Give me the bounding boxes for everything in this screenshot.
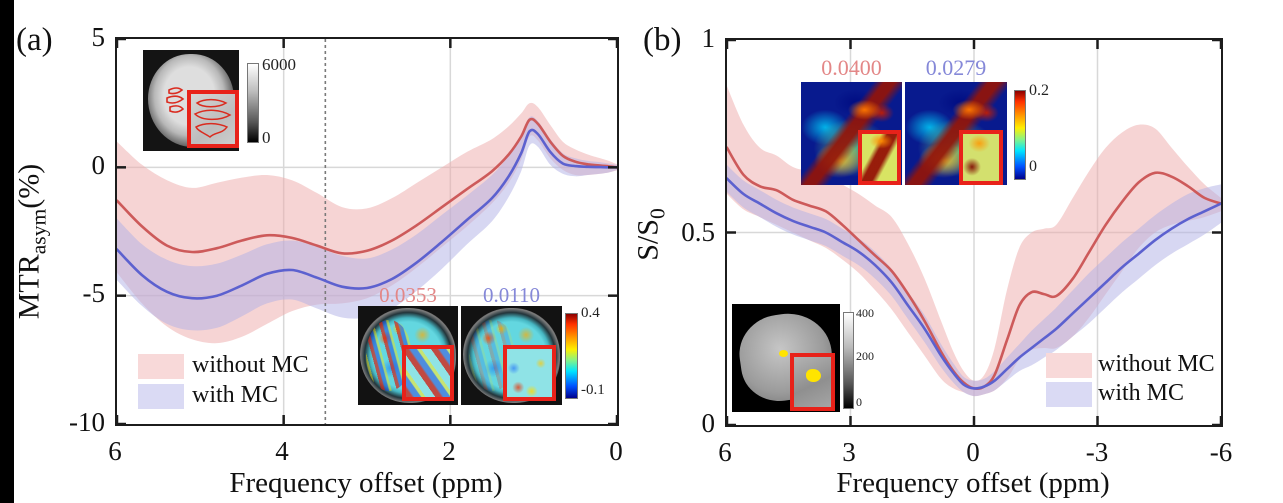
inset-b-roi-brain-image (732, 304, 840, 412)
panel-b-ytick-1: 1 (701, 23, 716, 53)
inset-b-map-colorbar (1014, 90, 1026, 180)
inset-b-roi-colorbar-mid: 200 (856, 349, 874, 363)
panel-a-xtick-0: 0 (609, 436, 623, 466)
panel-b-xtick-6: 6 (718, 437, 732, 467)
inset-a-roi-colorbar-min: 0 (262, 128, 271, 147)
roi-yellow-marker-zoom (806, 369, 821, 382)
inset-a-roi-colorbar (247, 63, 259, 143)
panel-b-xtick--3: -3 (1085, 437, 1109, 467)
legend-b-label-with-mc: with MC (1098, 380, 1185, 406)
panel-a-xtick-4: 4 (275, 436, 289, 466)
inset-a-map2-zoom-box (503, 345, 556, 401)
panel-b-xtick-0: 0 (966, 437, 980, 467)
panel-b-ytick-05: 0.5 (681, 217, 715, 247)
zoom-mild-speckle (507, 349, 552, 397)
panel-a-x-axis-title: Frequency offset (ppm) (229, 467, 503, 499)
roi-yellow-marker (779, 350, 788, 357)
inset-b-roi-colorbar-min: 0 (856, 395, 862, 409)
inset-a-value-with-mc: 0.0110 (483, 283, 540, 307)
panel-b-curves (725, 38, 1223, 427)
zoom-red-spot (963, 134, 999, 181)
left-black-strip (0, 0, 14, 503)
panel-b-ytick-0: 0 (701, 408, 716, 438)
inset-b-value-without-mc: 0.0400 (821, 55, 882, 80)
panel-b-label: (b) (643, 22, 682, 58)
legend-a-label-without-mc: without MC (192, 352, 309, 378)
inset-b-map-colorbar-min: 0 (1029, 158, 1037, 175)
legend-a-swatch-without-mc (138, 354, 184, 379)
inset-b-map-without-mc (801, 82, 902, 185)
inset-a-roi-colorbar-max: 6000 (262, 55, 296, 74)
panel-a-ytick--5: -5 (82, 278, 106, 308)
inset-b-roi-colorbar (843, 312, 854, 409)
legend-a-swatch-with-mc (138, 384, 184, 409)
panel-b-xtick-3: 3 (842, 437, 856, 467)
ylabel-a-main: MTR (12, 254, 46, 320)
inset-b-value-with-mc: 0.0279 (925, 55, 987, 80)
inset-b-map-colorbar-max: 0.2 (1029, 82, 1049, 99)
inset-a-value-without-mc: 0.0353 (379, 283, 437, 307)
legend-b-label-without-mc: without MC (1098, 351, 1215, 377)
inset-a-map-without-mc (358, 306, 458, 405)
inset-a-map-colorbar-min: -0.1 (581, 382, 605, 398)
panel-a-plot-area[interactable]: without MC with MC 6000 0 0.0353 0.0110 (115, 37, 619, 426)
inset-b-map1-zoom-box (858, 130, 901, 185)
inset-a-roi-brain-image (143, 50, 239, 151)
inset-b-roi-colorbar-max: 400 (856, 306, 874, 320)
inset-b-map-with-mc (905, 82, 1007, 185)
panel-a-ytick-5: 5 (91, 22, 106, 52)
inset-a-map-colorbar (565, 313, 578, 399)
inset-b-roi-zoom-box (790, 353, 835, 411)
legend-b-swatch-without-mc (1046, 353, 1092, 378)
panel-a-ytick--10: -10 (69, 407, 105, 437)
roi-contours-red (166, 87, 185, 113)
inset-a-map1-zoom-box (402, 345, 454, 401)
ylabel-a-sub: asym (26, 208, 51, 255)
inset-a-map-with-mc (461, 306, 562, 405)
inset-a-roi-zoom-box (187, 90, 239, 148)
panel-a-label: (a) (16, 22, 53, 58)
zoom-artifact-streaks (406, 349, 450, 397)
legend-a-label-with-mc: with MC (192, 382, 279, 408)
panel-a-xtick-6: 6 (108, 436, 122, 466)
legend-b-swatch-with-mc (1046, 382, 1092, 407)
panel-b-x-axis-title: Frequency offset (ppm) (836, 467, 1110, 499)
panel-b-plot-area[interactable]: without MC with MC 0.0400 0.0279 0.2 0 (725, 38, 1223, 427)
panel-b-xtick--6: -6 (1209, 437, 1233, 467)
panel-a-ytick-0: 0 (91, 150, 106, 180)
roi-zoom-contours (193, 98, 232, 138)
inset-a-map-colorbar-max: 0.4 (581, 305, 600, 321)
panel-a-xtick-2: 2 (442, 436, 456, 466)
zoom-red-streak (862, 134, 897, 181)
ylabel-a-unit: (%) (12, 163, 46, 209)
inset-b-map2-zoom-box (959, 130, 1003, 185)
